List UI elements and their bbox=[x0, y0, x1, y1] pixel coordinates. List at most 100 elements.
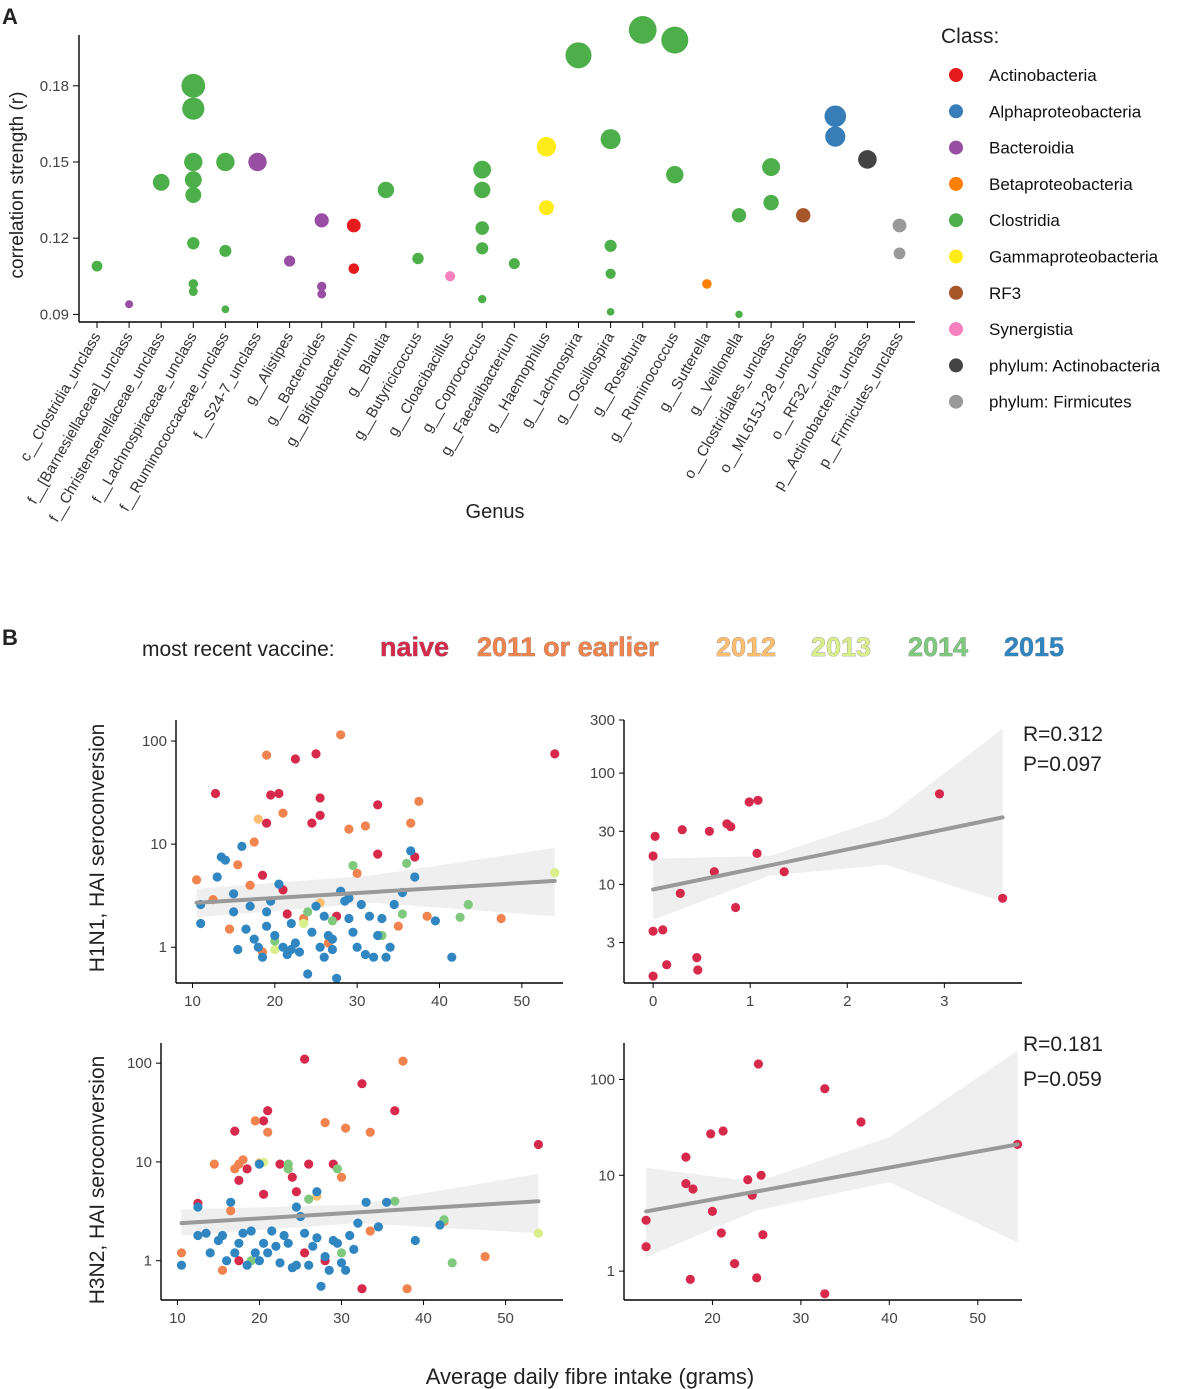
data-point bbox=[267, 1226, 277, 1236]
data-point bbox=[193, 1202, 203, 1212]
h3n2-p-value: P=0.059 bbox=[1023, 1068, 1102, 1091]
panel-a-point bbox=[219, 244, 232, 257]
data-point bbox=[648, 971, 658, 981]
y-tick-label: 10 bbox=[598, 1167, 615, 1184]
data-point bbox=[275, 1159, 285, 1169]
data-point bbox=[259, 1189, 269, 1199]
data-point bbox=[279, 1230, 289, 1241]
data-point bbox=[360, 821, 370, 831]
data-point bbox=[250, 1116, 260, 1126]
row-label-h3n2: H3N2, HAI seroconversion bbox=[86, 1056, 109, 1305]
legend-marker-rf3 bbox=[949, 285, 963, 300]
data-point bbox=[373, 1222, 383, 1232]
h1n1-all-subjects-plot: 10 20 30 40 50 1 10 100 bbox=[142, 720, 563, 1010]
data-point bbox=[365, 1127, 375, 1137]
data-point bbox=[233, 860, 243, 870]
data-point bbox=[250, 1248, 260, 1258]
data-point bbox=[641, 1242, 651, 1252]
x-tick-label: 50 bbox=[513, 993, 530, 1010]
data-point bbox=[209, 1159, 219, 1169]
data-point bbox=[357, 1284, 367, 1294]
legend-label: Gammaproteobacteria bbox=[989, 248, 1159, 267]
panel-a-point bbox=[600, 129, 621, 150]
y-tick-label: 10 bbox=[598, 876, 615, 893]
x-tick-label: 30 bbox=[333, 1310, 350, 1327]
data-point bbox=[369, 952, 379, 962]
data-point bbox=[650, 831, 660, 842]
vaccine-legend-item: naive bbox=[380, 632, 449, 662]
data-point bbox=[480, 1252, 490, 1262]
panel-a-point bbox=[187, 237, 200, 250]
y-tick-label: 300 bbox=[590, 712, 615, 729]
data-point bbox=[402, 1284, 412, 1294]
data-point bbox=[246, 1226, 256, 1236]
data-point bbox=[336, 1248, 347, 1258]
panel-a-ylabel: correlation strength (r) bbox=[7, 92, 28, 279]
data-point bbox=[693, 965, 703, 975]
data-point bbox=[743, 1175, 753, 1185]
data-point bbox=[327, 916, 337, 926]
y-tick-label: 30 bbox=[598, 823, 615, 840]
panel-a-point bbox=[893, 247, 906, 260]
data-point bbox=[406, 846, 416, 856]
panel-a-point bbox=[824, 105, 847, 128]
legend-marker-gammaproteobacteria bbox=[949, 249, 963, 264]
h1n1-p-value: P=0.097 bbox=[1023, 753, 1102, 776]
vaccine-legend-item: 2012 bbox=[716, 632, 776, 662]
panel-a-point bbox=[125, 300, 134, 309]
legend-label: Actinobacteria bbox=[989, 66, 1097, 85]
data-point bbox=[718, 1126, 728, 1136]
panel-label-b: B bbox=[2, 625, 18, 650]
data-point bbox=[336, 730, 346, 740]
data-point bbox=[238, 1228, 248, 1238]
row-label-h1n1: H1N1, HAI seroconversion bbox=[86, 724, 109, 973]
panel-a-point bbox=[536, 137, 557, 157]
regression-line bbox=[194, 878, 557, 905]
legend-label: RF3 bbox=[989, 284, 1021, 303]
data-point bbox=[283, 1164, 293, 1174]
data-point bbox=[259, 1116, 269, 1126]
data-point bbox=[249, 934, 259, 944]
data-point bbox=[447, 1258, 457, 1268]
data-point bbox=[463, 899, 473, 910]
panel-a-point bbox=[661, 26, 689, 54]
data-point bbox=[348, 927, 358, 937]
x-tick-label: 40 bbox=[881, 1310, 898, 1327]
panel-a-genus-labels: c__Clostridia_unclassf__[Barnesiellaceae… bbox=[17, 322, 907, 525]
panel-a-point bbox=[152, 173, 170, 191]
data-point bbox=[241, 924, 251, 934]
panel-a-point bbox=[346, 218, 361, 233]
panel-a-point bbox=[702, 279, 712, 289]
data-point bbox=[390, 1106, 400, 1116]
data-point bbox=[681, 1152, 691, 1162]
panel-a-point bbox=[348, 263, 360, 274]
x-tick-label: 40 bbox=[431, 993, 448, 1010]
data-point bbox=[998, 893, 1008, 903]
data-point bbox=[242, 1260, 252, 1270]
data-point bbox=[233, 944, 243, 955]
legend-marker-actinobacteria bbox=[949, 68, 963, 82]
data-point bbox=[205, 1248, 215, 1258]
data-point bbox=[658, 925, 668, 935]
y-tick-label: 100 bbox=[590, 1071, 615, 1088]
data-point bbox=[681, 1179, 691, 1189]
panel-a-point bbox=[825, 126, 846, 147]
data-point bbox=[550, 749, 560, 759]
data-point bbox=[262, 907, 272, 917]
data-point bbox=[707, 1206, 718, 1216]
data-point bbox=[315, 810, 325, 821]
legend-marker-bacteroidia bbox=[949, 140, 963, 155]
data-point bbox=[364, 911, 375, 921]
data-point bbox=[253, 942, 263, 952]
legend-marker-synergistia bbox=[949, 322, 963, 337]
data-point bbox=[447, 952, 457, 962]
y-tick-label: 10 bbox=[135, 1154, 152, 1171]
data-point bbox=[278, 942, 288, 952]
data-point bbox=[389, 899, 399, 910]
data-point bbox=[365, 1226, 375, 1236]
data-point bbox=[307, 818, 317, 828]
panel-a-point bbox=[892, 218, 907, 233]
confidence-band bbox=[196, 847, 555, 918]
data-point bbox=[263, 1106, 273, 1116]
y-tick-label: 100 bbox=[590, 765, 615, 782]
